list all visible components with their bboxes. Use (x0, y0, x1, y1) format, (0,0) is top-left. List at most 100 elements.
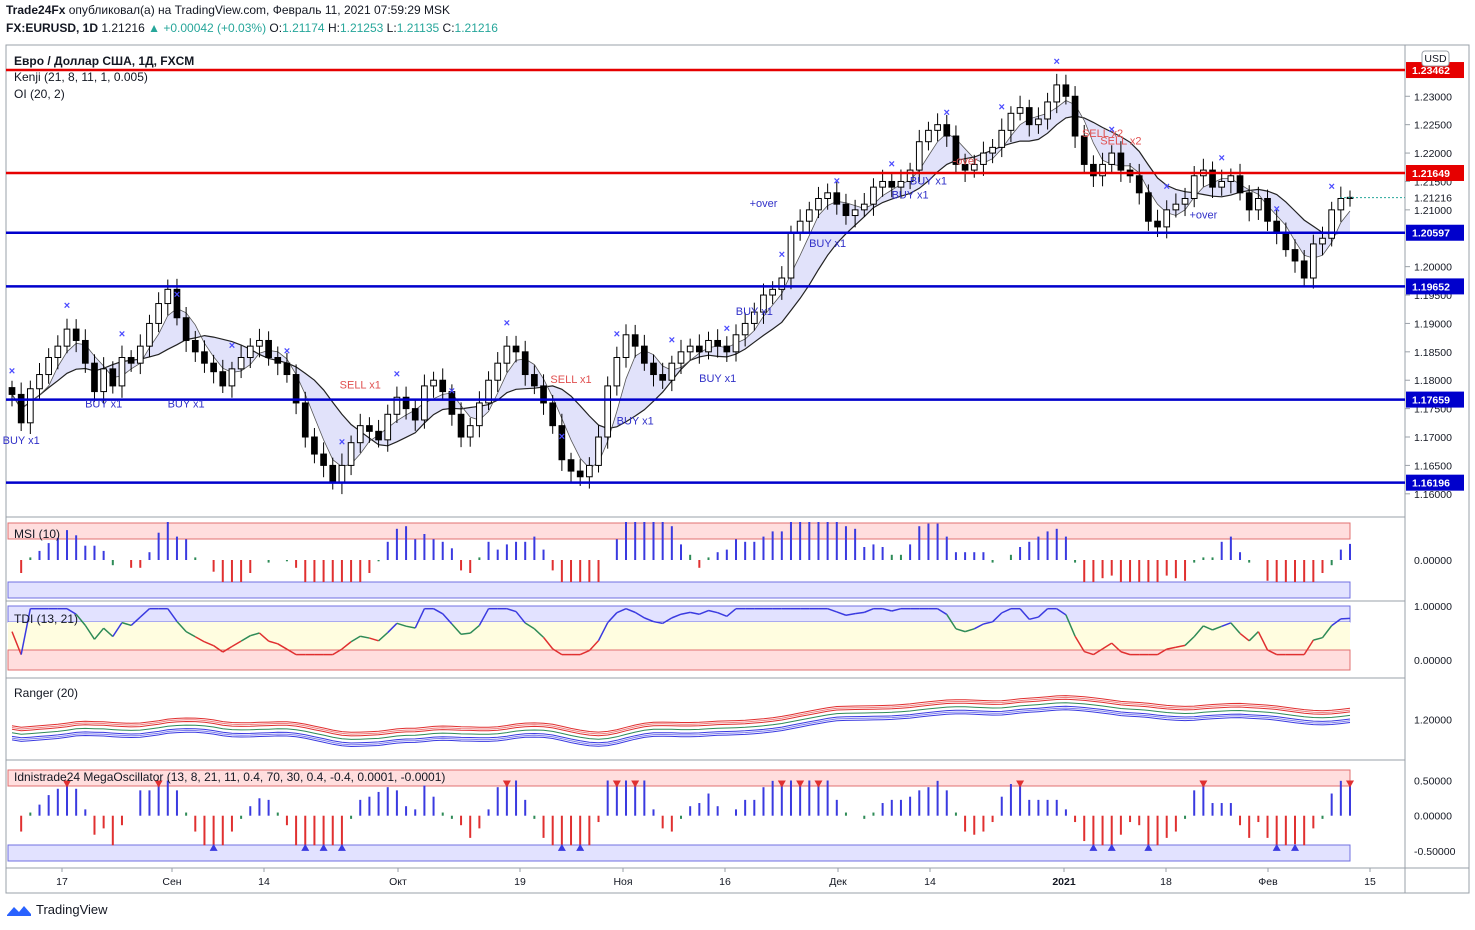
candle-body (246, 345, 254, 359)
level-price-label: 1.21649 (1412, 168, 1450, 180)
level-price-label: 1.20597 (1412, 228, 1450, 240)
extreme-marker: × (614, 329, 620, 341)
candle-body (1227, 175, 1235, 182)
candle-body (311, 436, 318, 455)
candle-body (17, 393, 25, 424)
tdi-line-segment (607, 612, 618, 624)
tradingview-brand: TradingView (36, 902, 108, 917)
currency-badge[interactable] (1421, 50, 1450, 67)
candle-body (265, 339, 272, 359)
tdi-line-segment (1221, 622, 1232, 628)
candle-body (1236, 175, 1244, 194)
candle-body (1273, 220, 1281, 234)
price-tick-label: 1.16000 (1414, 489, 1452, 501)
candle-body (1080, 135, 1088, 165)
tdi-line-segment (726, 608, 737, 617)
signal-annotation: SELL x1 (550, 374, 591, 386)
ranger-band-line (11, 702, 1351, 740)
open-value: 1.21174 (282, 21, 325, 35)
tdi-line-segment (194, 636, 205, 643)
tdi-line-segment (213, 645, 224, 653)
ranger-pane[interactable] (11, 695, 1351, 748)
candle-body (760, 294, 767, 313)
candle-body (833, 192, 841, 205)
candle-body (201, 351, 208, 364)
sell-triangle-icon (612, 780, 621, 788)
time-tick-label: Фев (1258, 876, 1278, 888)
tdi-line-segment (103, 627, 114, 638)
candle-body (815, 197, 822, 211)
time-tick-label: Дек (829, 876, 847, 888)
candle-body (91, 362, 98, 393)
tdi-line-segment (66, 608, 77, 615)
extreme-marker: × (669, 334, 675, 346)
tradingview-logo[interactable]: TradingView (6, 902, 108, 917)
candle-body (879, 180, 886, 188)
extreme-marker: × (1273, 204, 1279, 216)
candle-body (1328, 209, 1336, 239)
tdi-line-segment (112, 622, 123, 637)
tdi-line-segment (341, 641, 352, 650)
low-label: L: (386, 21, 397, 35)
candle-body (1181, 197, 1189, 205)
tdi-line-segment (533, 628, 545, 638)
tdi-line-segment (1313, 636, 1323, 641)
sell-triangle-icon (1346, 780, 1354, 788)
tdi-pane[interactable] (7, 605, 1351, 671)
candle-body (476, 402, 483, 427)
time-tick-label: Ноя (613, 876, 632, 888)
tradingview-logo-icon (7, 905, 31, 916)
sell-triangle-icon (814, 780, 823, 788)
candle-body (118, 357, 126, 387)
candle-body (521, 351, 529, 376)
megaoscillator-pane[interactable] (7, 769, 1354, 862)
candle-body (494, 362, 502, 381)
candle-body (8, 387, 16, 395)
time-tick-label: 19 (514, 876, 526, 888)
candle-body (1291, 249, 1299, 262)
last-price-label: 1.21216 (1414, 193, 1452, 205)
buy-triangle-icon (557, 843, 566, 851)
candle-body (1071, 95, 1079, 137)
extreme-marker: × (559, 431, 565, 443)
last-price: 1.21216 (101, 21, 145, 35)
level-price-badge (1406, 474, 1464, 491)
osc-tick-label: 0.00000 (1414, 811, 1452, 823)
candle-body (338, 464, 346, 483)
candle-body (934, 124, 941, 131)
tdi-line-segment (891, 607, 902, 612)
tdi-line-segment (277, 643, 288, 650)
candle-body (586, 464, 593, 478)
msi-upper-zone (7, 522, 1351, 540)
extreme-marker: × (174, 289, 180, 301)
tdi-line-segment (258, 632, 270, 642)
candle-body (1218, 180, 1226, 188)
tdi-line-segment (1001, 608, 1012, 614)
candle-body (1163, 209, 1171, 228)
ranger-tick-label: 1.20000 (1414, 715, 1452, 727)
msi-pane[interactable] (7, 522, 1351, 599)
main-price-pane[interactable]: BUY x1 BUY x1 BUY x1 SELL x1 SELL x1 BUY x1 BU… (3, 56, 1405, 495)
extreme-marker: × (779, 249, 785, 261)
candle-body (961, 163, 969, 171)
time-tick-label: Сен (162, 876, 181, 888)
tdi-line-segment (1230, 622, 1241, 634)
time-tick-label: Окт (389, 876, 407, 888)
tdi-line-segment (680, 611, 691, 615)
currency-label: USD (1424, 53, 1447, 65)
candle-body (842, 203, 850, 217)
signal-annotation: BUY x1 (617, 416, 654, 428)
candle-body (439, 379, 447, 393)
time-tick-label: 16 (719, 876, 731, 888)
extreme-marker: × (64, 300, 70, 312)
level-price-label: 1.17659 (1412, 395, 1450, 407)
tdi-line-segment (433, 608, 444, 615)
candle-body (650, 362, 657, 376)
open-label: O: (269, 21, 283, 35)
tdi-line-segment (268, 640, 278, 645)
candle-body (659, 374, 667, 381)
tdi-line-segment (167, 608, 178, 622)
candle-body (1062, 84, 1070, 97)
candle-body (329, 464, 337, 483)
